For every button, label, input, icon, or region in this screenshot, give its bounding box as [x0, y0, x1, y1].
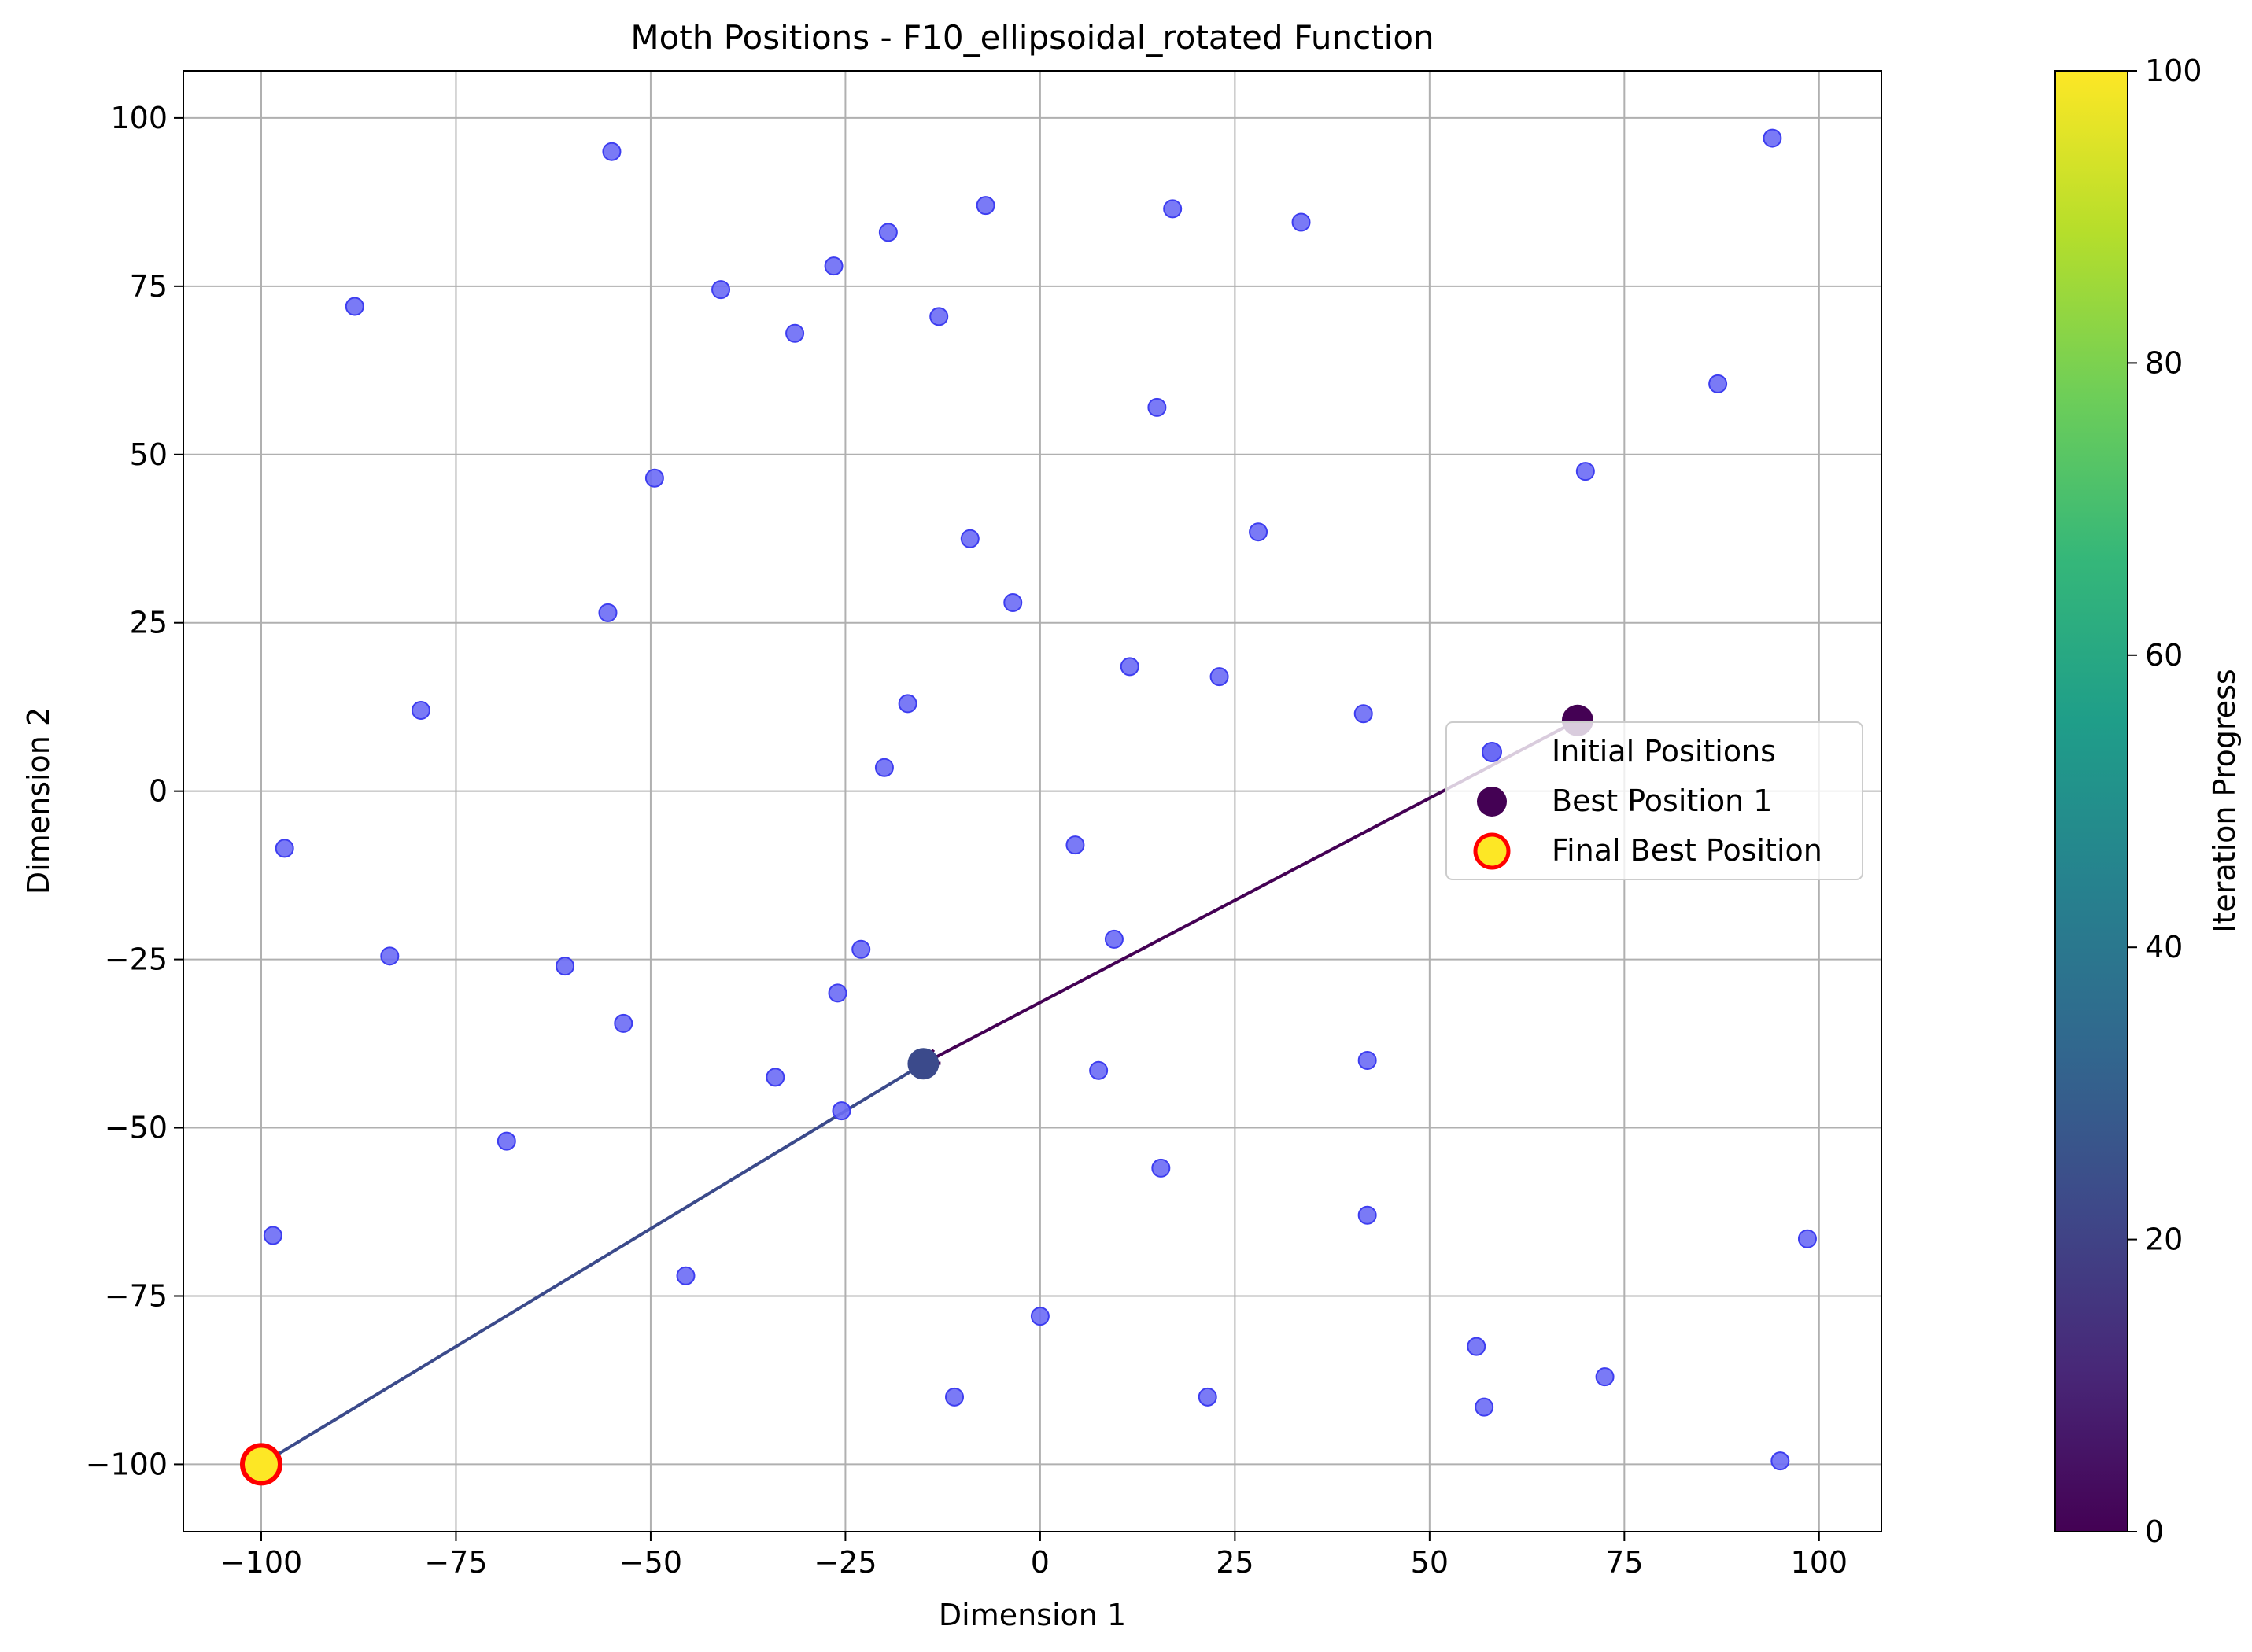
colorbar-tick-label: 20 — [2145, 1222, 2183, 1257]
final-best-position-point — [239, 1443, 282, 1486]
initial-position-point — [976, 196, 995, 216]
x-tick-label: −100 — [220, 1545, 302, 1580]
legend-label-best-position-1: Best Position 1 — [1552, 784, 1772, 818]
initial-position-point — [766, 1068, 785, 1087]
x-tick-label: 50 — [1411, 1545, 1449, 1580]
initial-position-point — [1467, 1337, 1486, 1356]
initial-position-point — [1065, 835, 1085, 855]
x-tick-label: −25 — [814, 1545, 877, 1580]
y-tick-label: 0 — [149, 774, 168, 809]
initial-position-point — [1797, 1229, 1817, 1248]
y-tick-label: 25 — [130, 606, 168, 640]
initial-position-point — [1353, 704, 1373, 724]
initial-position-point — [878, 223, 898, 242]
initial-position-point — [945, 1387, 965, 1407]
colorbar-tick-label: 0 — [2145, 1514, 2164, 1549]
initial-position-point — [497, 1131, 516, 1151]
colorbar-tick-label: 100 — [2145, 53, 2202, 88]
initial-position-point — [1575, 462, 1595, 481]
y-tick-label: 100 — [110, 101, 168, 135]
y-tick-label: 50 — [130, 437, 168, 472]
initial-position-point — [785, 323, 805, 343]
initial-position-point — [556, 957, 575, 976]
initial-position-point — [828, 983, 847, 1003]
initial-position-point — [851, 939, 871, 959]
x-tick-label: 0 — [1031, 1545, 1050, 1580]
colorbar-frame — [2054, 70, 2128, 1532]
initial-position-point — [380, 946, 400, 966]
initial-position-point — [898, 694, 917, 714]
x-tick-label: −75 — [424, 1545, 487, 1580]
initial-position-point — [275, 839, 294, 858]
initial-position-point — [929, 307, 949, 326]
initial-position-point — [1595, 1367, 1615, 1387]
y-axis-label: Dimension 2 — [21, 707, 56, 894]
y-axis-ticks: −100 −75 −50 −25 0 25 50 75 100 — [86, 101, 183, 1481]
x-tick-label: 25 — [1216, 1545, 1253, 1580]
initial-position-point — [1770, 1451, 1790, 1471]
initial-position-point — [1089, 1060, 1109, 1080]
legend-label-initial-positions: Initial Positions — [1552, 734, 1776, 769]
initial-position-point — [676, 1266, 696, 1285]
colorbar-tick-label: 80 — [2145, 345, 2183, 380]
y-tick-label: −100 — [86, 1447, 168, 1481]
plot-area-frame — [183, 70, 1882, 1532]
initial-position-point — [824, 256, 844, 276]
colorbar-tick-label: 40 — [2145, 930, 2183, 964]
initial-position-point — [1030, 1307, 1050, 1326]
legend: Initial Positions Best Position 1 Final … — [1445, 721, 1863, 880]
initial-position-point — [711, 280, 731, 300]
initial-position-point — [1763, 128, 1782, 148]
chart-title: Moth Positions - F10_ellipsoidal_rotated… — [630, 18, 1434, 57]
trajectory-line — [260, 1062, 925, 1466]
initial-position-point — [263, 1226, 282, 1245]
trajectory-arrow — [258, 1062, 925, 1466]
initial-position-point — [1104, 929, 1124, 949]
legend-marker-initial-positions — [1482, 742, 1502, 762]
initial-position-point — [832, 1101, 851, 1121]
colorbar-label: Iteration Progress — [2207, 669, 2242, 932]
points-layer — [239, 128, 1817, 1486]
initial-position-point — [1198, 1387, 1217, 1407]
x-tick-label: −50 — [619, 1545, 682, 1580]
legend-box — [1445, 721, 1863, 880]
colorbar-tick-label: 60 — [2145, 638, 2183, 673]
initial-position-point — [1003, 593, 1023, 613]
y-tick-label: −50 — [105, 1111, 168, 1145]
initial-position-point — [598, 603, 618, 622]
y-tick-label: −25 — [105, 942, 168, 977]
intermediate-best-point — [907, 1048, 940, 1080]
initial-position-point — [644, 468, 664, 488]
y-tick-label: −75 — [105, 1278, 168, 1313]
legend-marker-best-position-1 — [1477, 787, 1507, 817]
initial-position-point — [602, 142, 622, 161]
initial-position-point — [1249, 522, 1268, 542]
trajectory-layer — [258, 719, 1578, 1466]
x-axis-ticks: −100 −75 −50 −25 0 25 50 75 100 — [220, 1532, 1848, 1580]
x-axis-label: Dimension 1 — [939, 1598, 1126, 1632]
initial-position-point — [1120, 657, 1139, 677]
x-tick-label: 75 — [1605, 1545, 1643, 1580]
initial-position-point — [1147, 397, 1167, 417]
legend-label-final-best-position: Final Best Position — [1552, 833, 1822, 868]
initial-position-point — [1357, 1050, 1377, 1070]
initial-position-point — [1708, 374, 1728, 393]
colorbar-ticks: 0 20 40 60 80 100 — [2128, 53, 2202, 1549]
initial-position-point — [411, 700, 430, 720]
initial-position-point — [1163, 199, 1183, 219]
initial-position-point — [345, 297, 364, 316]
initial-position-point — [1151, 1158, 1171, 1178]
initial-position-point — [614, 1013, 633, 1033]
initial-position-point — [1475, 1397, 1494, 1417]
legend-marker-final-best-position — [1473, 832, 1511, 870]
colorbar — [2055, 71, 2128, 1532]
initial-position-point — [874, 758, 894, 777]
x-tick-label: 100 — [1791, 1545, 1848, 1580]
initial-position-point — [1209, 667, 1229, 687]
y-tick-label: 75 — [130, 269, 168, 304]
initial-position-point — [1291, 212, 1311, 232]
initial-position-point — [1357, 1205, 1377, 1225]
initial-position-point — [960, 529, 980, 548]
